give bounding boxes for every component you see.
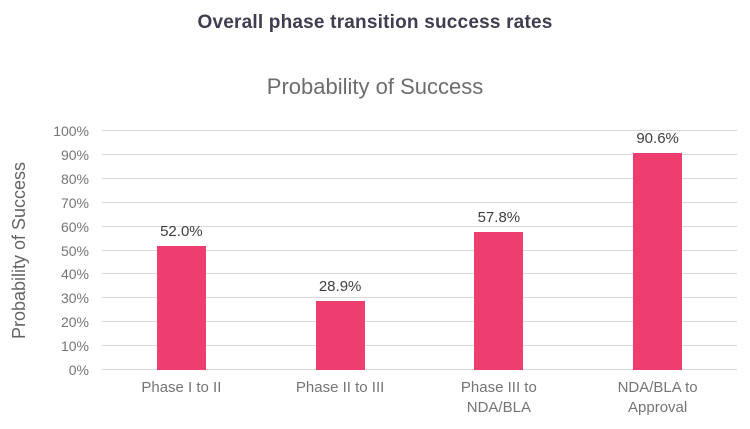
y-tick-label: 20% [60,314,89,331]
x-category-label-text: NDA/BLA to Approval [617,379,698,416]
x-category-label: Phase III to NDA/BLA [420,378,579,418]
x-category-label-text: Phase I to II [141,379,222,396]
y-tick-label: 0% [68,362,89,378]
gridline [102,177,737,179]
y-tick-label: 100% [53,123,89,139]
y-tick-label: 30% [60,290,89,307]
bar-3 [474,231,524,370]
gridline [102,249,737,251]
y-tick-label: 80% [60,170,89,187]
x-category-label: Phase II to III [261,378,420,418]
y-tick-label: 10% [60,338,89,355]
gridline [102,369,737,370]
y-tick-label: 90% [60,146,89,163]
chart-title: Probability of Success [266,74,484,99]
page-title: Overall phase transition success rates [197,12,553,33]
bar-1 [156,245,206,370]
plot-area: 52.0% 28.9% 57.8% 90.6% [102,130,737,370]
gridline [102,321,737,323]
x-category-label: NDA/BLA to Approval [578,378,737,418]
y-tick-label: 70% [60,194,89,211]
gridline [102,201,737,203]
y-tick-label: 40% [60,266,89,283]
bar-2 [315,300,365,370]
x-category-label-text: Phase III to NDA/BLA [460,379,537,416]
y-tick-label: 60% [60,218,89,235]
bar-4 [633,153,683,370]
y-tick-label: 50% [60,242,89,259]
bar-data-label: 90.6% [636,130,679,148]
gridline [102,345,737,347]
x-axis-labels: Phase I to II Phase II to III Phase III to… [102,378,737,418]
y-axis-ticks: 0% 10% 20% 30% 40% 50% 60% 70% 80% 90% 100% [0,123,95,378]
gridline [102,153,737,155]
gridline [102,273,737,275]
x-category-label: Phase I to II [102,378,261,418]
bar-data-label: 52.0% [160,222,203,240]
bar-data-label: 28.9% [318,277,362,295]
gridline [102,130,737,131]
gridline [102,297,737,299]
bar-data-label: 57.8% [477,208,521,226]
gridline [102,225,737,227]
x-category-label-text: Phase II to III [295,379,385,396]
